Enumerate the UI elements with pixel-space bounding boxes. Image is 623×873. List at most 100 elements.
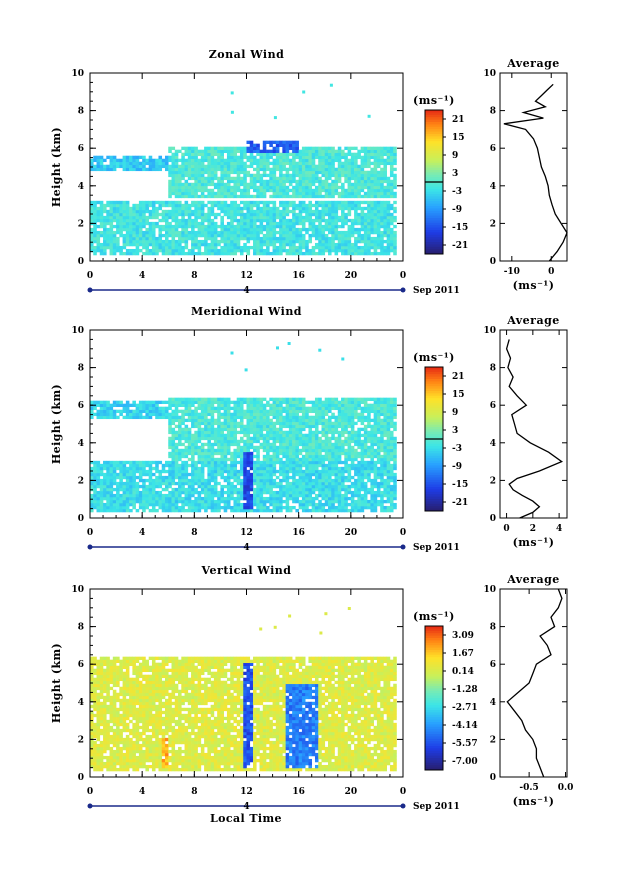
x-tick-label: 12 <box>240 528 253 538</box>
y-tick-label: 4 <box>78 182 84 192</box>
average-profile-line <box>506 588 563 778</box>
average-title: Average <box>506 57 560 70</box>
x-axis-label: Local Time <box>210 812 282 825</box>
y-tick-label: 6 <box>78 660 84 670</box>
y-tick-label: 10 <box>71 326 84 336</box>
avg-y-tick-label: 6 <box>490 401 496 411</box>
y-tick-label: 8 <box>78 107 84 117</box>
avg-y-tick-label: 10 <box>483 326 496 336</box>
colorbar-tick-label: 1.67 <box>452 649 474 659</box>
avg-y-tick-label: 8 <box>490 364 496 374</box>
avg-y-tick-label: 2 <box>490 476 496 486</box>
x-tick-label: 20 <box>345 787 358 797</box>
avg-y-tick-label: 0 <box>490 257 496 267</box>
average-frame <box>499 72 568 262</box>
avg-x-tick-label: -10 <box>504 267 520 277</box>
x-tick-label: 0 <box>87 271 93 281</box>
y-tick-label: 6 <box>78 144 84 154</box>
avg-y-tick-label: 6 <box>490 660 496 670</box>
colorbar-tick-label: -3 <box>452 444 462 454</box>
y-tick-label: 2 <box>78 476 84 486</box>
y-tick-label: 8 <box>78 623 84 633</box>
avg-x-axis-label: (ms⁻¹) <box>513 795 555 808</box>
x-tick-label: 4 <box>139 787 145 797</box>
avg-x-tick-label: 0 <box>548 267 554 277</box>
colorbar-tick-label: -1.28 <box>452 685 478 695</box>
colorbar-tick-label: -7.00 <box>452 757 478 767</box>
colorbar-tick-label: 3 <box>452 426 458 436</box>
y-tick-label: 0 <box>78 257 84 267</box>
avg-x-tick-label: -0.5 <box>519 783 538 793</box>
avg-x-tick-label: 2 <box>530 524 536 534</box>
avg-x-tick-label: 0 <box>503 524 509 534</box>
avg-y-tick-label: 6 <box>490 144 496 154</box>
colorbar-tick-label: -3 <box>452 187 462 197</box>
colorbar-unit: (ms⁻¹) <box>413 610 455 623</box>
x-tick-label: 16 <box>292 271 305 281</box>
panel-title: Zonal Wind <box>209 48 285 61</box>
date-axis-end <box>400 544 406 550</box>
colorbar-tick-label: -21 <box>452 498 468 508</box>
colorbar-tick-label: 3 <box>452 169 458 179</box>
avg-y-tick-label: 2 <box>490 735 496 745</box>
y-tick-label: 2 <box>78 735 84 745</box>
x-tick-label: 8 <box>191 271 197 281</box>
colorbar-tick-label: -15 <box>452 480 468 490</box>
average-profile-line <box>503 83 568 262</box>
average-title: Average <box>506 314 560 327</box>
y-axis-label: Height (km) <box>50 384 63 464</box>
avg-y-tick-label: 2 <box>490 219 496 229</box>
average-profile-line <box>505 339 564 519</box>
x-tick-label: 12 <box>240 787 253 797</box>
date-axis-start <box>87 287 93 293</box>
colorbar-tick-label: -9 <box>452 205 462 215</box>
avg-y-tick-label: 0 <box>490 514 496 524</box>
panel-title: Vertical Wind <box>201 564 292 577</box>
avg-y-tick-label: 4 <box>490 439 496 449</box>
avg-y-tick-label: 4 <box>490 698 496 708</box>
colorbar-unit: (ms⁻¹) <box>413 94 455 107</box>
colorbar-tick-label: -4.14 <box>452 721 478 731</box>
colorbar-tick-label: 21 <box>452 115 465 125</box>
colorbar-tick-label: -15 <box>452 223 468 233</box>
avg-y-tick-label: 4 <box>490 182 496 192</box>
average-frame <box>499 329 568 519</box>
x-tick-label: 20 <box>345 271 358 281</box>
y-tick-label: 0 <box>78 514 84 524</box>
avg-x-axis-label: (ms⁻¹) <box>513 279 555 292</box>
date-label: Sep 2011 <box>413 802 460 812</box>
date-axis-start <box>87 544 93 550</box>
x-tick-label: 4 <box>139 528 145 538</box>
x-tick-label: 16 <box>292 528 305 538</box>
average-title: Average <box>506 573 560 586</box>
colorbar-tick-label: 15 <box>452 133 465 143</box>
avg-x-tick-label: 4 <box>556 524 562 534</box>
y-tick-label: 10 <box>71 585 84 595</box>
heatmap-field <box>90 607 397 772</box>
avg-y-tick-label: 8 <box>490 623 496 633</box>
x-tick-label: 0 <box>87 528 93 538</box>
day-label: 4 <box>243 802 249 812</box>
colorbar-tick-label: -2.71 <box>452 703 478 713</box>
date-axis-start <box>87 803 93 809</box>
y-axis-label: Height (km) <box>50 127 63 207</box>
x-tick-label: 0 <box>400 787 406 797</box>
colorbar-tick-label: 9 <box>452 151 458 161</box>
y-tick-label: 0 <box>78 773 84 783</box>
avg-y-tick-label: 10 <box>483 69 496 79</box>
y-tick-label: 6 <box>78 401 84 411</box>
avg-x-axis-label: (ms⁻¹) <box>513 536 555 549</box>
panel-title: Meridional Wind <box>191 305 302 318</box>
colorbar <box>424 625 444 771</box>
x-tick-label: 8 <box>191 787 197 797</box>
avg-y-tick-label: 8 <box>490 107 496 117</box>
x-tick-label: 12 <box>240 271 253 281</box>
avg-y-tick-label: 0 <box>490 773 496 783</box>
x-tick-label: 20 <box>345 528 358 538</box>
colorbar-unit: (ms⁻¹) <box>413 351 455 364</box>
avg-y-tick-label: 10 <box>483 585 496 595</box>
colorbar-tick-label: -21 <box>452 241 468 251</box>
colorbar-tick-label: -9 <box>452 462 462 472</box>
